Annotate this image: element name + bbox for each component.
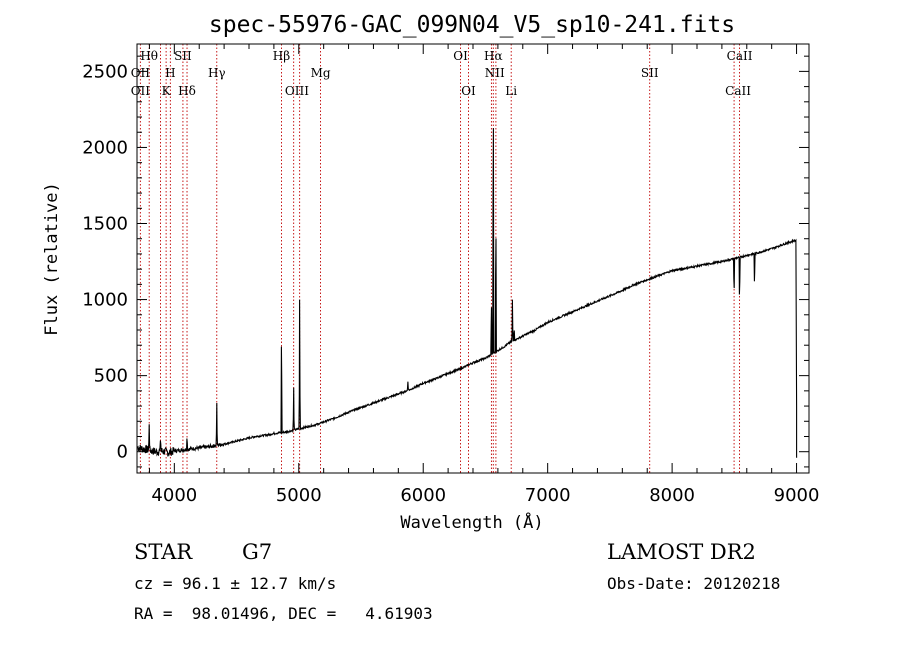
x-tick-label: 9000: [774, 485, 820, 506]
x-tick-label: 6000: [400, 485, 446, 506]
x-tick-label: 5000: [276, 485, 322, 506]
x-axis: 4000 5000 6000 7000 8000 9000: [148, 44, 820, 506]
spectral-line-label: NII: [485, 66, 505, 80]
spectral-line-label: CaII: [725, 84, 751, 98]
plot-frame: [136, 43, 810, 474]
y-tick-label: 1500: [82, 214, 128, 235]
y-tick-label: 500: [94, 366, 128, 387]
spectral-line-label: Hδ: [178, 84, 196, 98]
spectral-line-label: Mg: [311, 66, 331, 80]
chart-title: spec-55976-GAC_099N04_V5_sp10-241.fits: [209, 12, 735, 38]
obs-date-text: Obs-Date: 20120218: [607, 574, 780, 593]
spectral-line-markers: [139, 44, 741, 473]
spectral-line-label: Hα: [484, 49, 503, 63]
spectral-line-label: OI: [453, 49, 468, 63]
survey-name: LAMOST DR2: [607, 540, 756, 564]
object-class: STAR: [134, 540, 193, 564]
spectral-line-label: SII: [174, 49, 192, 63]
x-tick-label: 7000: [525, 485, 571, 506]
spectral-line-label: Li: [505, 84, 517, 98]
spectral-line-label: CaII: [727, 49, 753, 63]
spectral-line-label: OI: [461, 84, 476, 98]
y-tick-label: 1000: [82, 290, 128, 311]
spectral-line-label: Hγ: [208, 66, 226, 80]
y-axis: 0 500 1000 1500 2000 2500: [82, 55, 809, 468]
spectral-line-label: OII: [131, 66, 151, 80]
x-tick-label: 8000: [649, 485, 695, 506]
y-tick-label: 0: [117, 442, 128, 463]
spectral-line-label: K: [162, 84, 172, 98]
spectral-line-label: H: [165, 66, 175, 80]
spectral-line-label: OIII: [285, 84, 309, 98]
y-axis-label: Flux (relative): [42, 182, 62, 336]
spectral-line-label: Hβ: [273, 49, 290, 63]
y-tick-label: 2000: [82, 137, 128, 158]
spectral-line-label: SII: [641, 66, 659, 80]
spectral-line-label: OII: [131, 84, 151, 98]
redshift-text: cz = 96.1 ± 12.7 km/s: [134, 574, 336, 593]
spectrum-series-line: [137, 128, 798, 458]
spectral-line-label: Hθ: [140, 49, 158, 63]
x-axis-label: Wavelength (Å): [400, 511, 543, 533]
x-tick-label: 4000: [151, 485, 197, 506]
y-tick-label: 2500: [82, 61, 128, 82]
object-subclass: G7: [242, 540, 272, 564]
coordinates-text: RA = 98.01496, DEC = 4.61903: [134, 604, 433, 623]
